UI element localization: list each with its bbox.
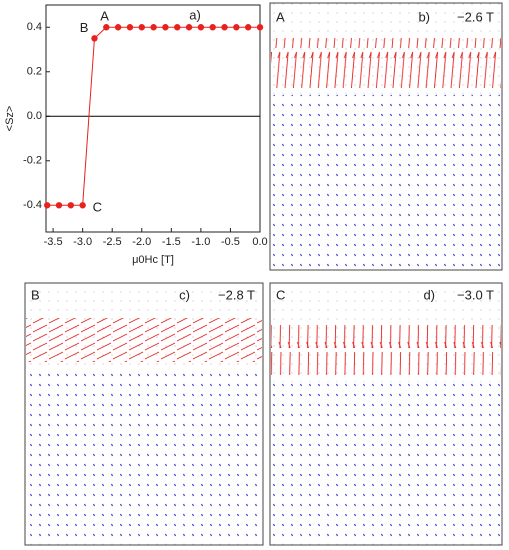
red-spins: [271, 325, 501, 375]
y-tick-label: -0.4: [23, 199, 42, 211]
blue-spins: [26, 368, 262, 544]
data-point: [233, 24, 240, 31]
x-tick-label: -0.5: [221, 236, 240, 248]
panel-letter: C: [276, 287, 285, 302]
data-point: [43, 202, 51, 209]
x-tick-label: -3.0: [73, 236, 92, 248]
y-tick-label: -0.2: [23, 155, 42, 167]
x-tick-label: -2.0: [132, 236, 151, 248]
data-point: [185, 24, 193, 31]
x-tick-label: -3.5: [44, 236, 63, 248]
blue-spins: [271, 95, 501, 269]
y-tick-label: 0.2: [27, 66, 42, 78]
plot-frame: [45, 4, 261, 233]
x-tick-label: -2.5: [103, 236, 122, 248]
data-point: [244, 24, 252, 31]
data-point: [91, 35, 98, 42]
data-point: [174, 24, 181, 31]
chart-a: -0.4 -0.2 0.0 0.2 0.4 -3.5 -3.0 -2.5 -2.0 -1.5 -1.…: [4, 4, 268, 266]
y-tick-label: 0.4: [27, 21, 42, 33]
data-point: [138, 24, 145, 31]
point-label: C: [93, 200, 102, 215]
x-tick-label: 0.0: [252, 236, 267, 248]
y-axis-label: <Sz>: [4, 106, 16, 132]
data-point: [114, 24, 122, 31]
data-point: [67, 202, 75, 209]
data-point: [197, 24, 205, 31]
y-tick-label: 0.0: [27, 110, 42, 122]
data-point: [55, 202, 63, 209]
x-axis-label: μ0Hc [T]: [132, 254, 174, 266]
panel-label: c): [179, 287, 190, 302]
panel-label: a): [189, 7, 201, 22]
point-label: B: [80, 20, 89, 35]
panel-d: C d) −3.0 T: [269, 282, 503, 546]
red-spins: [271, 38, 501, 88]
data-point: [126, 24, 134, 31]
x-tick-label: -1.0: [191, 236, 210, 248]
data-point: [150, 24, 157, 31]
panel-letter: B: [31, 287, 40, 302]
field-label: −3.0 T: [457, 287, 494, 302]
panel-label: b): [418, 9, 430, 24]
panel-c: B c) −2.8 T: [24, 282, 264, 546]
blue-spins: [271, 382, 501, 544]
data-point: [221, 24, 228, 31]
panel-letter: A: [276, 9, 285, 24]
point-label: A: [100, 9, 109, 24]
red-spins: [26, 318, 262, 362]
data-point: [256, 24, 264, 31]
data-point: [79, 202, 86, 209]
x-tick-label: -1.5: [162, 236, 181, 248]
field-label: −2.8 T: [218, 287, 255, 302]
panel-b: A b) −2.6 T: [269, 2, 503, 271]
data-point: [103, 24, 110, 31]
field-label: −2.6 T: [457, 9, 494, 24]
data-point: [162, 24, 169, 31]
panel-label: d): [423, 287, 435, 302]
data-point: [209, 24, 216, 31]
